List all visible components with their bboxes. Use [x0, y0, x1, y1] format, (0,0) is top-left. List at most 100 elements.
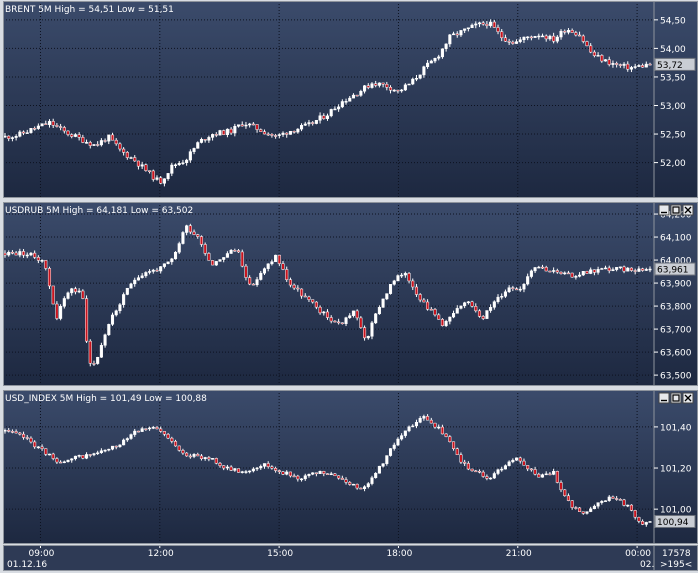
candle-body: [173, 441, 178, 447]
candle-body: [314, 472, 318, 475]
candle-body: [248, 277, 252, 285]
candle-body: [29, 437, 33, 443]
pane-2-background: [3, 202, 654, 386]
candle-body: [166, 433, 170, 439]
candle-body: [388, 87, 393, 91]
candle-body: [136, 277, 140, 281]
candle-body: [211, 260, 215, 266]
candle-body: [292, 475, 296, 478]
candle-body: [66, 130, 70, 135]
candle-body: [62, 298, 66, 307]
candle-body: [381, 298, 385, 308]
candle-body: [114, 310, 118, 316]
candle-body: [55, 303, 59, 319]
candle-body: [411, 78, 415, 85]
candle-body: [170, 164, 174, 174]
pane-2-maximize-button[interactable]: [670, 204, 682, 216]
candle-body: [400, 89, 404, 92]
candle-body: [318, 470, 322, 474]
candle-body: [177, 445, 181, 451]
candle-body: [292, 130, 296, 133]
candle-body: [225, 128, 229, 135]
candle-body: [129, 283, 133, 289]
candle-body: [262, 463, 267, 467]
candle-body: [485, 23, 489, 26]
candle-body: [248, 470, 252, 473]
candle-body: [148, 427, 152, 430]
candle-body: [518, 457, 522, 462]
candle-body: [281, 471, 285, 475]
candle-body: [274, 468, 278, 471]
pane-1-y-tick-label: 54,50: [660, 16, 686, 26]
candle-body: [33, 441, 37, 448]
candle-body: [270, 466, 274, 469]
candle-body: [463, 302, 467, 307]
candle-body: [637, 65, 641, 67]
candle-body: [363, 327, 367, 339]
candle-body: [626, 63, 630, 70]
pane-3-maximize-button[interactable]: [670, 392, 682, 404]
candle-body: [110, 134, 115, 141]
candle-body: [581, 271, 585, 276]
candle-body: [211, 134, 215, 138]
candle-body: [222, 130, 226, 135]
candle-body: [218, 130, 222, 136]
candle-body: [14, 252, 18, 256]
candle-body: [73, 134, 77, 137]
candle-body: [148, 170, 152, 172]
candle-body: [607, 496, 611, 501]
candle-body: [548, 270, 552, 273]
pane-3-maximize-icon: [672, 394, 680, 402]
candle-body: [440, 48, 444, 58]
candle-body: [359, 90, 363, 96]
candle-body: [325, 311, 330, 318]
candle-body: [503, 291, 507, 297]
candle-body: [363, 486, 367, 490]
candle-body: [500, 468, 504, 471]
candle-body: [418, 74, 422, 79]
candle-body: [62, 461, 66, 464]
candle-body: [99, 140, 103, 146]
candle-body: [511, 459, 515, 463]
candle-body: [337, 475, 341, 479]
candle-body: [515, 288, 519, 291]
candle-body: [255, 279, 259, 286]
x-tick-label: 12:00: [148, 549, 174, 559]
candle-body: [474, 470, 478, 473]
candle-body: [155, 177, 159, 180]
candle-body: [466, 463, 470, 470]
candle-body: [340, 477, 344, 480]
candle-body: [477, 310, 482, 317]
pane-3-minimize-button[interactable]: [658, 392, 670, 404]
candle-body: [448, 316, 452, 322]
pane-2-last-price-box: [654, 262, 696, 276]
candle-body: [274, 254, 278, 262]
candle-body: [122, 148, 126, 153]
candle-body: [199, 236, 204, 245]
candle-body: [151, 170, 155, 180]
candle-body: [448, 34, 452, 45]
candle-body: [277, 254, 281, 264]
candle-body: [366, 85, 370, 88]
candle-body: [44, 448, 48, 455]
candle-body: [66, 459, 70, 462]
candle-body: [214, 261, 218, 266]
candle-body: [214, 458, 218, 464]
candle-body: [151, 269, 155, 272]
candle-body: [25, 132, 29, 134]
candle-body: [21, 131, 26, 134]
candle-body: [88, 340, 92, 364]
candle-body: [188, 455, 192, 458]
candle-body: [307, 122, 311, 125]
candle-body: [500, 31, 504, 39]
candle-body: [518, 288, 522, 291]
candle-body: [162, 178, 166, 184]
candle-body: [136, 430, 140, 433]
candle-body: [611, 496, 615, 499]
candle-body: [496, 469, 500, 474]
candle-body: [459, 305, 463, 309]
candle-body: [314, 301, 318, 308]
pane-2-minimize-button[interactable]: [658, 204, 670, 216]
candle-body: [544, 267, 548, 272]
candle-body: [318, 306, 322, 314]
